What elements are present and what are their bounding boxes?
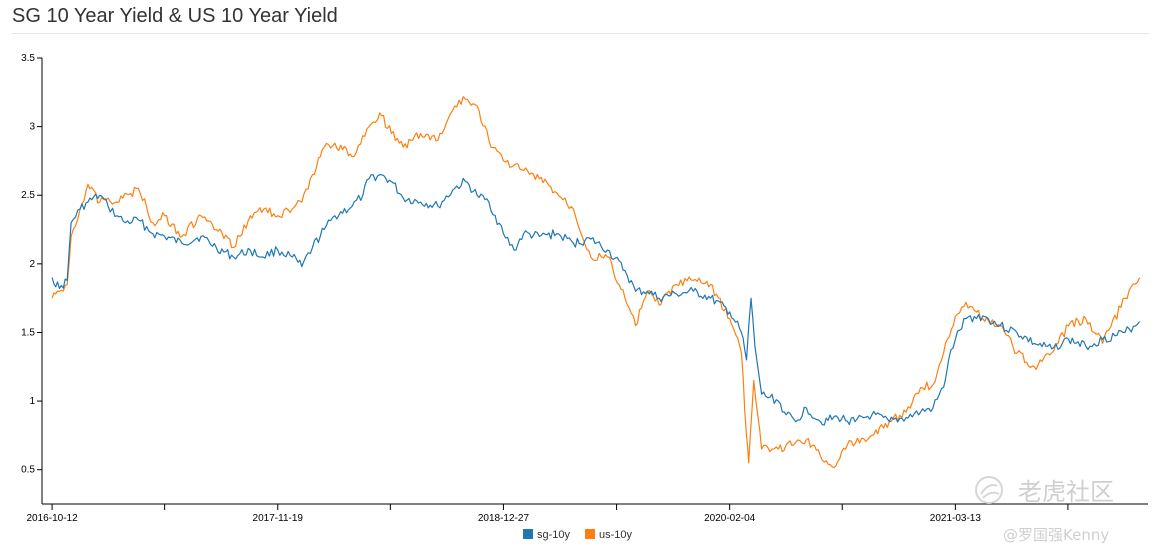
x-tick-label: 2021-03-13 [930, 513, 982, 524]
legend-swatch-sg-10y [523, 529, 533, 539]
legend-swatch-us-10y [585, 529, 595, 539]
legend: sg-10y us-10y [523, 529, 633, 541]
y-tick-label: 1.5 [21, 327, 35, 338]
chart-title: SG 10 Year Yield & US 10 Year Yield [12, 5, 338, 27]
tiger-logo-icon [975, 476, 1003, 504]
y-tick-label: 1 [29, 396, 35, 407]
y-tick-label: 0.5 [21, 465, 35, 476]
x-tick-label: 2020-02-04 [704, 513, 756, 524]
y-tick-label: 3.5 [21, 53, 35, 64]
watermark-author: @罗国强Kenny [1003, 526, 1109, 544]
y-tick-label: 2 [29, 259, 35, 270]
series-lines [51, 96, 1141, 469]
watermark: 老虎社区 @罗国强Kenny [975, 476, 1114, 544]
legend-label-us-10y: us-10y [599, 529, 633, 541]
x-tick-label: 2016-10-12 [27, 513, 79, 524]
series-line-us-10y [51, 96, 1141, 469]
y-axis: 0.5 1 1.5 2 2.5 3 3.5 [21, 53, 43, 504]
y-tick-label: 2.5 [21, 190, 35, 201]
x-tick-label: 2017-11-19 [253, 513, 304, 524]
title-divider [12, 33, 1150, 34]
y-tick-label: 3 [29, 122, 35, 133]
watermark-brand: 老虎社区 [1018, 478, 1114, 506]
x-tick-label: 2018-12-27 [478, 513, 530, 524]
series-line-sg-10y [51, 174, 1141, 426]
legend-label-sg-10y: sg-10y [537, 529, 571, 541]
x-axis: 2016-10-12 2017-11-19 2018-12-27 2020-02-04… [27, 503, 1148, 524]
